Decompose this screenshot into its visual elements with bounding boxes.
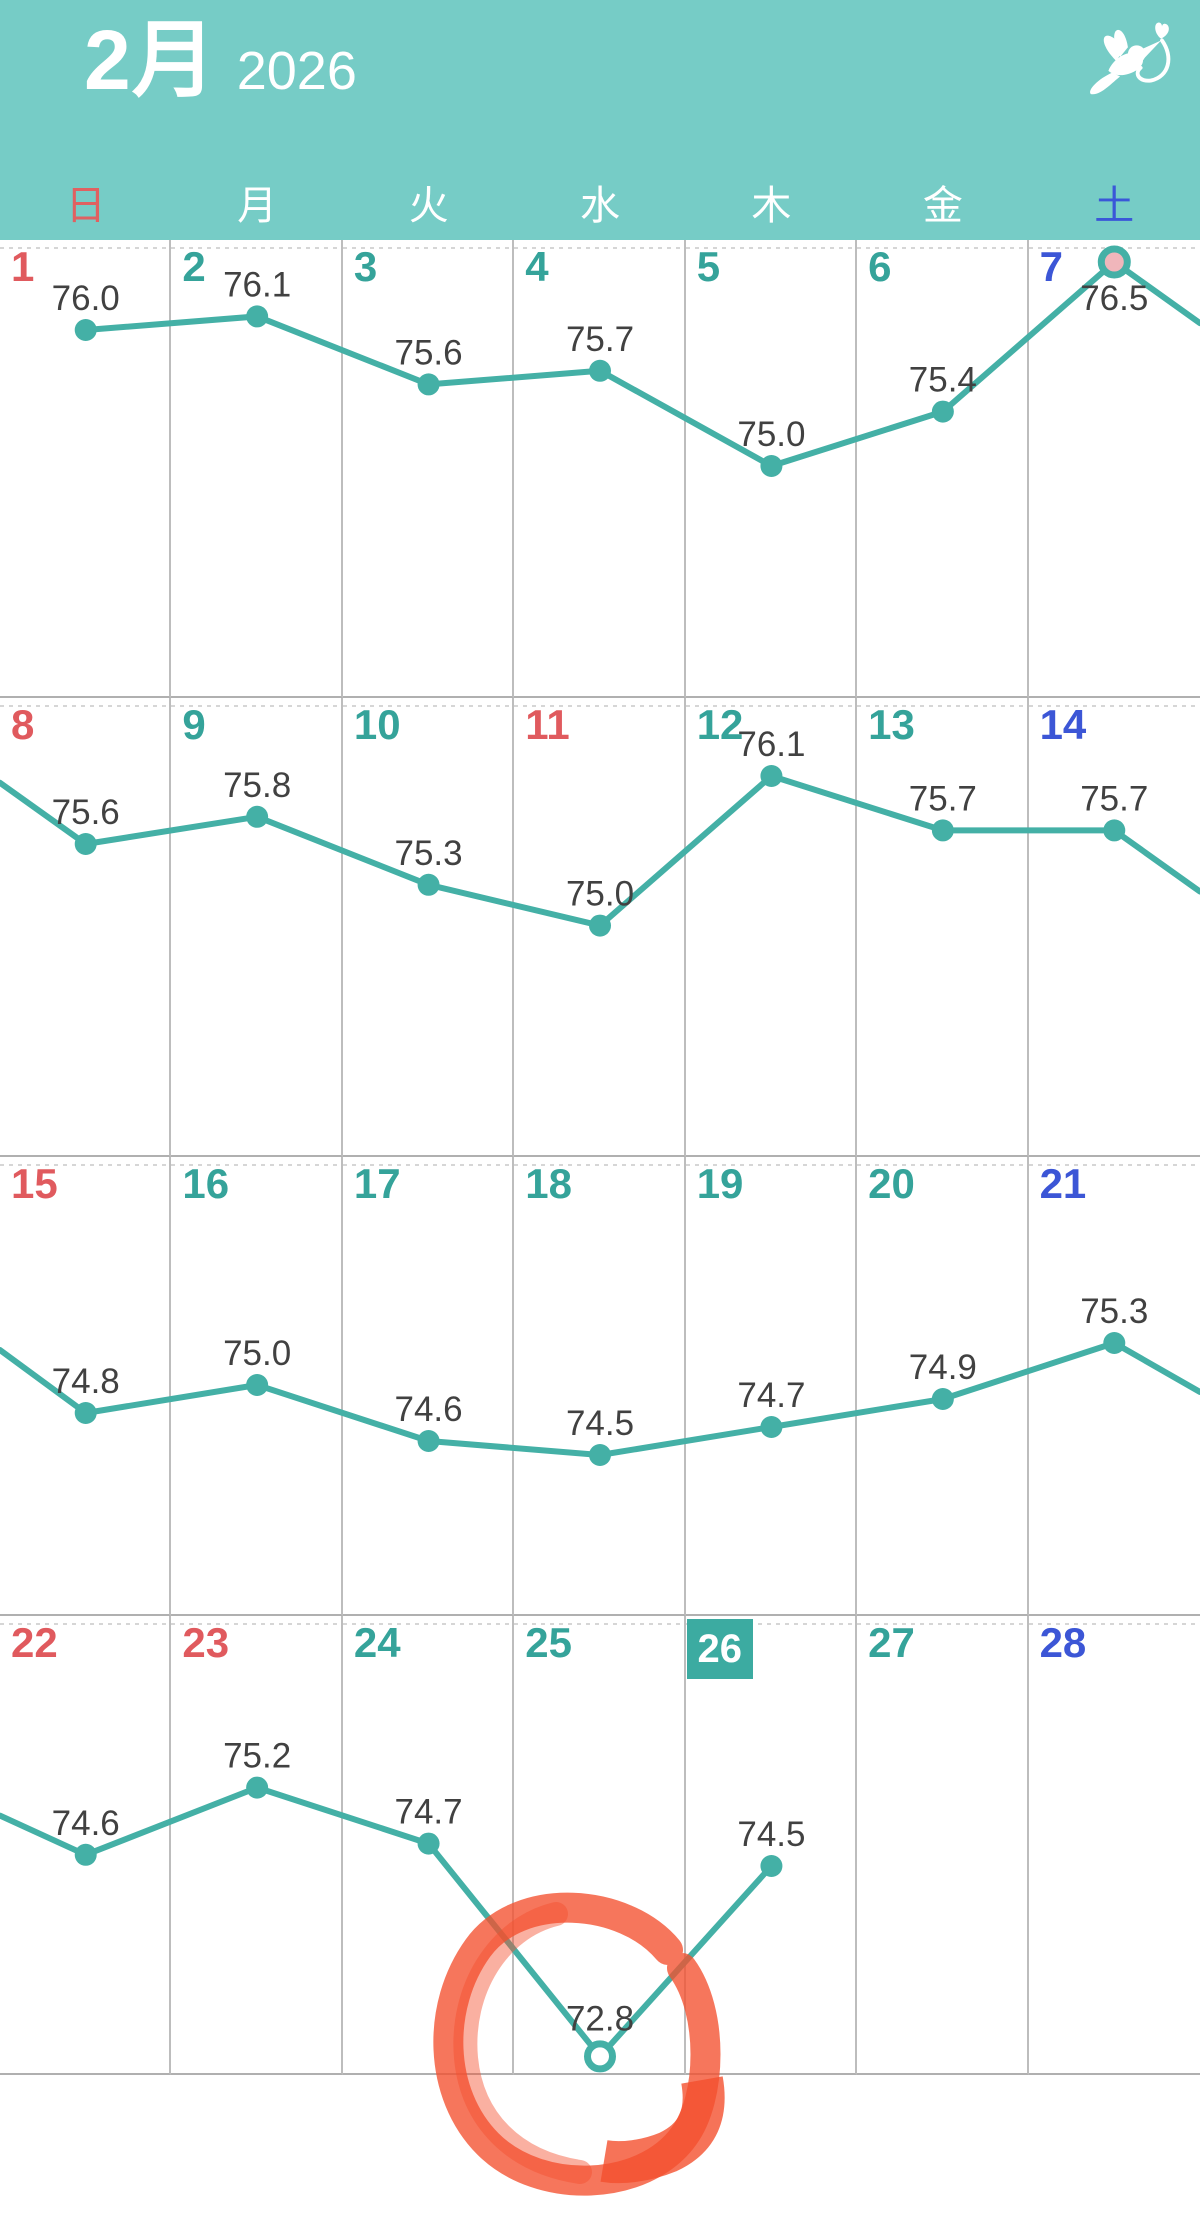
day-cell-21[interactable]: 21 bbox=[1028, 1157, 1200, 1616]
day-cell-22[interactable]: 22 bbox=[0, 1616, 172, 2075]
date-number: 3 bbox=[353, 243, 378, 290]
date-number: 28 bbox=[1039, 1619, 1087, 1666]
date-number: 14 bbox=[1039, 701, 1087, 748]
day-cell-18[interactable]: 18 bbox=[514, 1157, 686, 1616]
date-number: 17 bbox=[353, 1160, 401, 1207]
date-number: 7 bbox=[1039, 243, 1063, 290]
hand-drawn-circle-tail bbox=[600, 2076, 725, 2184]
day-cell-15[interactable]: 15 bbox=[0, 1157, 172, 1616]
date-number: 27 bbox=[868, 1619, 915, 1666]
date-number: 4 bbox=[525, 243, 549, 290]
weekday-label-1: 月 bbox=[237, 184, 278, 228]
day-cell-13[interactable]: 13 bbox=[857, 698, 1029, 1157]
day-cell-2[interactable]: 2 bbox=[171, 240, 343, 698]
today-highlight: 26 bbox=[686, 1619, 753, 1679]
date-number: 25 bbox=[525, 1619, 572, 1666]
weekday-label-2: 火 bbox=[408, 184, 449, 228]
day-cell-12[interactable]: 12 bbox=[685, 698, 858, 1157]
month-title: 2月 bbox=[84, 13, 217, 107]
day-cell-8[interactable]: 8 bbox=[0, 698, 172, 1157]
date-number: 11 bbox=[525, 701, 570, 748]
day-cell-25[interactable]: 25 bbox=[514, 1616, 686, 2075]
date-number: 10 bbox=[353, 701, 401, 748]
date-number: 16 bbox=[182, 1160, 230, 1207]
weekday-label-4: 木 bbox=[751, 184, 792, 228]
day-cell-19[interactable]: 19 bbox=[685, 1157, 858, 1616]
weekday-label-5: 金 bbox=[922, 184, 963, 228]
day-cell-11[interactable]: 11 bbox=[514, 698, 686, 1157]
date-number: 12 bbox=[696, 701, 744, 748]
weekday-label-6: 土 bbox=[1094, 184, 1135, 228]
date-number: 1 bbox=[11, 243, 35, 290]
day-cell-7[interactable]: 7 bbox=[1028, 240, 1200, 698]
day-cell-3[interactable]: 3 bbox=[342, 240, 515, 698]
calendar-header: 2月 2026 日 月 火 水 木 金 土 bbox=[0, 0, 1200, 240]
date-number: 18 bbox=[525, 1160, 572, 1207]
date-number: 9 bbox=[182, 701, 206, 748]
day-cell-14[interactable]: 14 bbox=[1028, 698, 1200, 1157]
day-cell-16[interactable]: 16 bbox=[171, 1157, 343, 1616]
day-cell-4[interactable]: 4 bbox=[514, 240, 686, 698]
day-cell-17[interactable]: 17 bbox=[342, 1157, 515, 1616]
date-number: 20 bbox=[868, 1160, 915, 1207]
date-number: 6 bbox=[868, 243, 892, 290]
page-title: 2月 2026 bbox=[84, 13, 357, 107]
day-cell-5[interactable]: 5 bbox=[685, 240, 858, 698]
year-title: 2026 bbox=[236, 41, 357, 101]
date-number: 22 bbox=[11, 1619, 58, 1666]
weekday-label-3: 水 bbox=[579, 184, 620, 228]
date-number: 19 bbox=[696, 1160, 744, 1207]
day-cell-27[interactable]: 27 bbox=[857, 1616, 1029, 2075]
date-number: 15 bbox=[11, 1160, 58, 1207]
day-cell-9[interactable]: 9 bbox=[171, 698, 343, 1157]
weekday-header-row: 日月火水木金土 bbox=[0, 184, 1200, 232]
date-number: 13 bbox=[868, 701, 915, 748]
date-number: 26 bbox=[697, 1627, 742, 1671]
day-cell-1[interactable]: 1 bbox=[0, 240, 172, 698]
hummingbird-flower-icon bbox=[1090, 22, 1171, 95]
date-number: 21 bbox=[1039, 1160, 1087, 1207]
date-number: 8 bbox=[11, 701, 35, 748]
date-number: 24 bbox=[353, 1619, 401, 1666]
day-cell-6[interactable]: 6 bbox=[857, 240, 1029, 698]
weekday-label-0: 日 bbox=[65, 184, 106, 228]
day-cell-28[interactable]: 28 bbox=[1028, 1616, 1200, 2075]
date-number: 23 bbox=[182, 1619, 230, 1666]
date-number: 5 bbox=[696, 243, 721, 290]
date-number: 2 bbox=[182, 243, 206, 290]
calendar-grid: 1 2 3 4 5 6 7 8 9 10 11 12 13 14 15 16 17 18 19 20 21 22 23 24 2… bbox=[0, 240, 1200, 2075]
day-cell-10[interactable]: 10 bbox=[342, 698, 515, 1157]
day-cell-20[interactable]: 20 bbox=[857, 1157, 1029, 1616]
day-cell-23[interactable]: 23 bbox=[171, 1616, 343, 2075]
day-cell-24[interactable]: 24 bbox=[342, 1616, 515, 2075]
day-cell-26[interactable]: 26 bbox=[685, 1616, 858, 2075]
